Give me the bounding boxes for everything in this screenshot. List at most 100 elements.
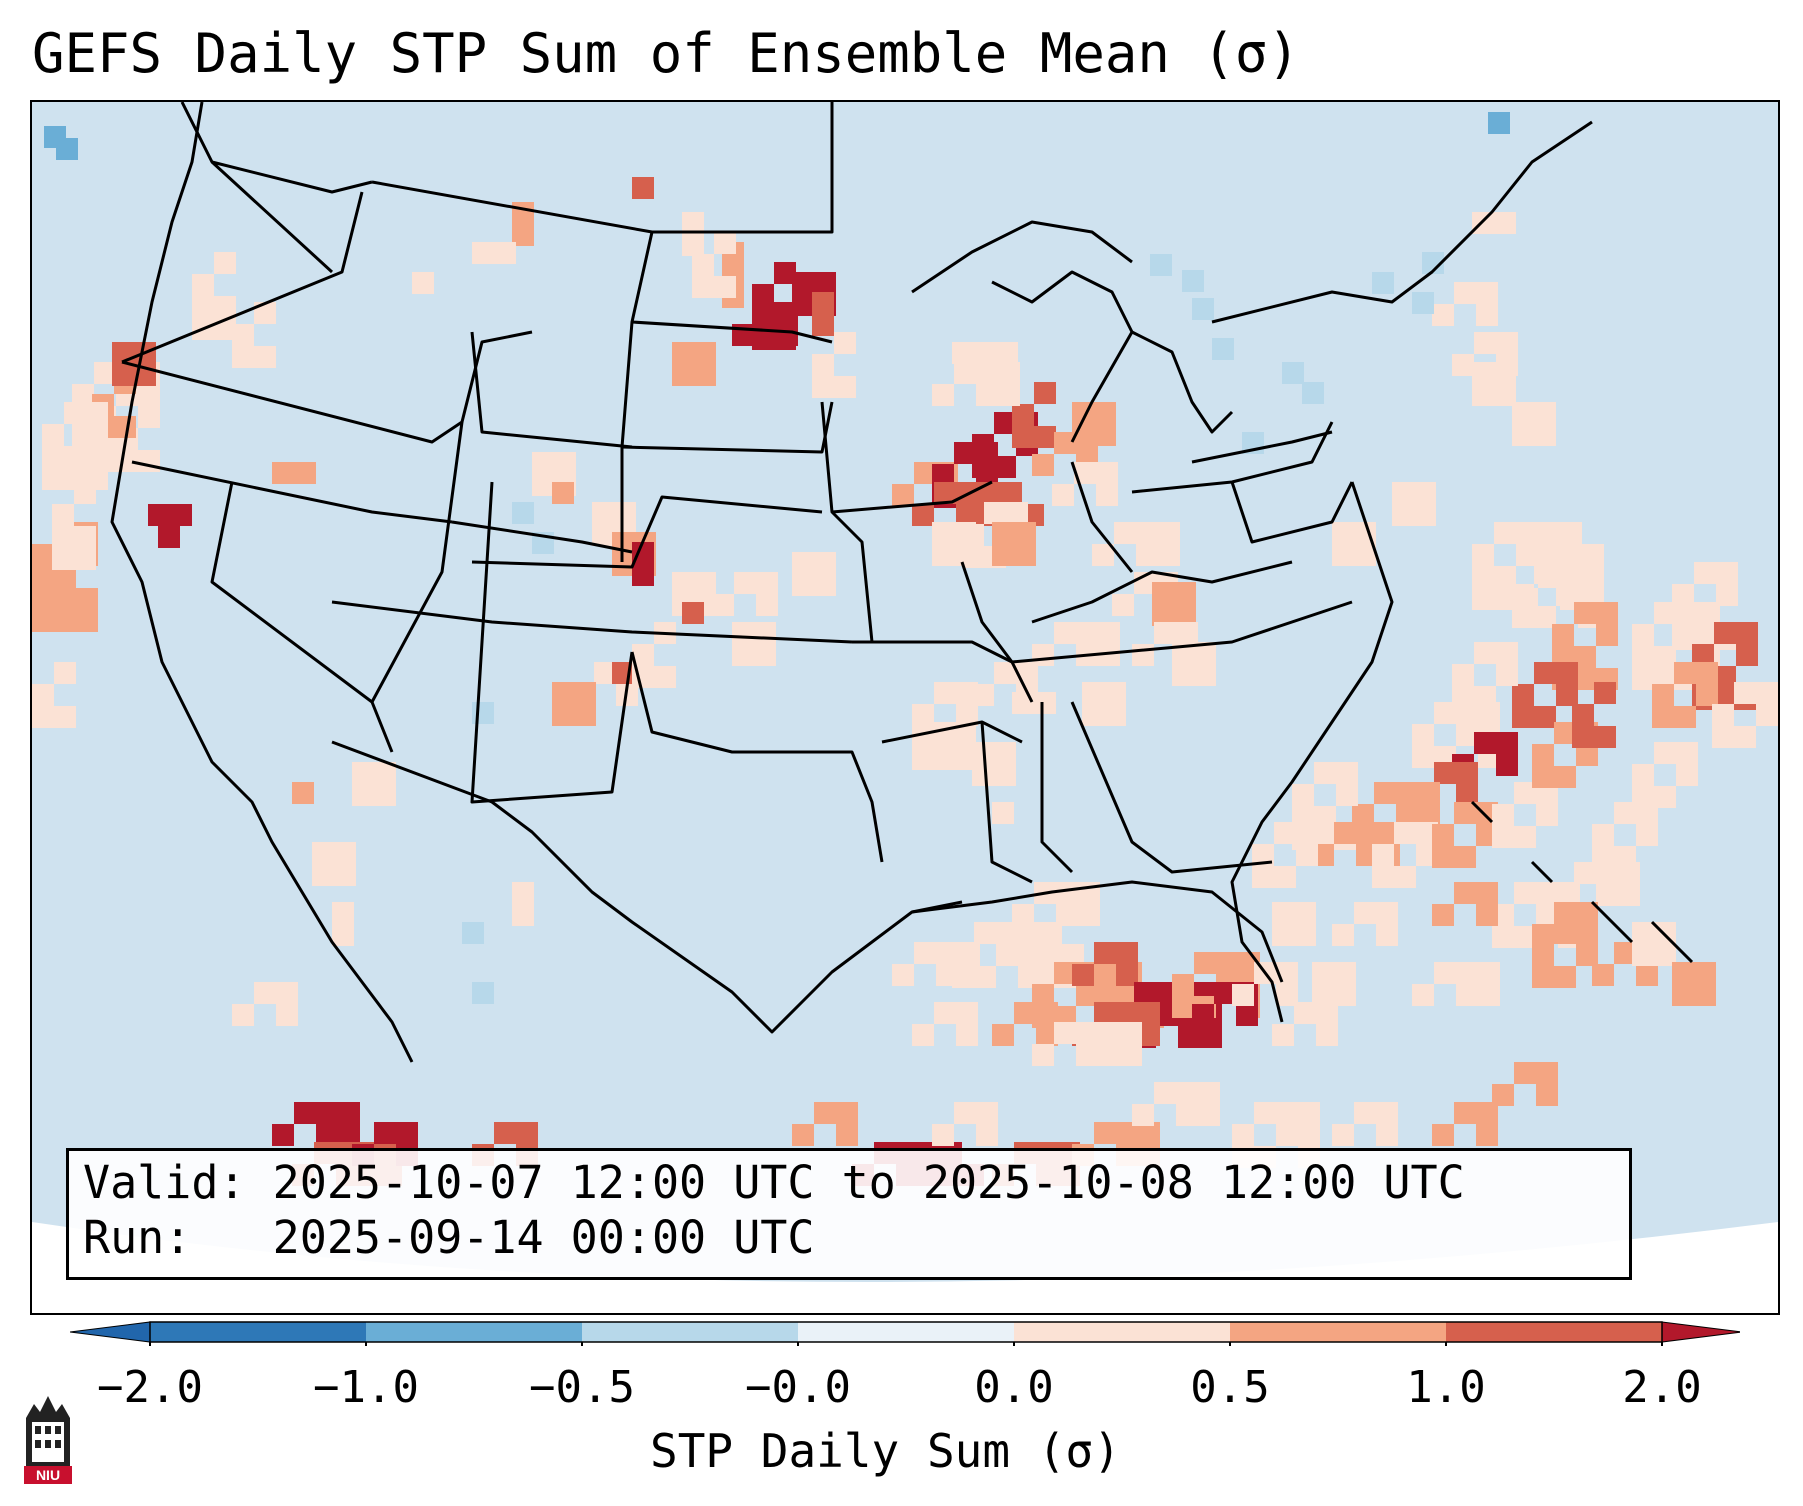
stp-cell [1112, 594, 1134, 616]
stp-cell [232, 346, 254, 368]
stp-cell [1032, 984, 1054, 1006]
stp-cell [1014, 1002, 1036, 1024]
stp-cell [1496, 664, 1518, 686]
stp-cell [1716, 584, 1738, 606]
colorbar-tick-label: 1.0 [1406, 1362, 1486, 1413]
colorbar-tick-label: 0.0 [974, 1362, 1054, 1413]
stp-cell [1454, 882, 1476, 904]
stp-cell [1514, 882, 1536, 904]
stp-cell [1138, 1122, 1160, 1144]
stp-cell-negative [1212, 338, 1234, 360]
stp-cell [1694, 562, 1716, 584]
stp-cell [1574, 602, 1596, 624]
stp-cell [1016, 662, 1038, 684]
stp-cell [1696, 662, 1718, 684]
stp-cell [1592, 824, 1614, 846]
stp-cell [254, 302, 276, 324]
stp-cell [1072, 964, 1094, 986]
stp-cell [932, 722, 954, 744]
stp-cell [912, 726, 934, 748]
stp-cell [1494, 362, 1516, 384]
stp-cell [1536, 904, 1558, 926]
stp-cell [1152, 582, 1174, 604]
stp-cell [334, 842, 356, 864]
stp-cell [54, 706, 76, 728]
stp-cell [1236, 1004, 1258, 1026]
stp-cell [1034, 382, 1056, 404]
stp-cell [712, 594, 734, 616]
stp-cell [972, 456, 994, 478]
stp-cell [976, 1124, 998, 1146]
stp-cell [1534, 562, 1556, 584]
stp-cell [1040, 922, 1062, 944]
stp-cell [814, 574, 836, 596]
stp-cell [1276, 984, 1298, 1006]
stp-cell [1476, 904, 1498, 926]
colorbar-segment [1014, 1322, 1230, 1342]
stp-cell [1332, 522, 1354, 544]
stp-cell [1632, 922, 1654, 944]
stp-cell [374, 762, 396, 784]
stp-cell [1198, 1104, 1220, 1126]
stp-cell [158, 526, 180, 548]
stp-cell [552, 482, 574, 504]
stp-cell [1632, 624, 1654, 646]
stp-cell [1536, 1084, 1558, 1106]
border-al-ga [1040, 702, 1074, 874]
stp-cell [1672, 584, 1694, 606]
stp-cell [1654, 786, 1676, 808]
stp-cell [1492, 804, 1514, 826]
stp-cell [1538, 544, 1560, 566]
stp-cell [1512, 706, 1534, 728]
stp-cell [1736, 622, 1758, 644]
stp-cell [1012, 692, 1034, 714]
stp-cell [1296, 822, 1318, 844]
stp-cell [1494, 588, 1516, 610]
stp-cell [714, 276, 736, 298]
lake-michigan [991, 270, 1134, 443]
stp-cell [984, 502, 1006, 524]
border-canada-east [1211, 120, 1593, 324]
stp-cell [1096, 462, 1118, 484]
stp-cell [1596, 884, 1618, 906]
stp-cell [1000, 482, 1022, 504]
stp-cell [1452, 664, 1474, 686]
stp-cell [1032, 1044, 1054, 1066]
state-border-layer [110, 102, 1694, 1063]
stp-cell [972, 764, 994, 786]
colorbar-label: STP Daily Sum (σ) [650, 1424, 1121, 1478]
stp-cell [792, 294, 814, 316]
niu-logo: NIU [24, 1396, 72, 1484]
stp-cell [932, 544, 954, 566]
stp-cell [1532, 924, 1554, 946]
border-mt-wy [470, 331, 633, 449]
stp-cell [114, 416, 136, 438]
stp-cell-negative [1412, 292, 1434, 314]
stp-cell [1534, 662, 1556, 684]
stp-cell [792, 574, 814, 596]
stp-cell [214, 296, 236, 318]
stp-cell [1552, 624, 1574, 646]
border-ar-north [852, 640, 1013, 664]
stp-cell [94, 450, 116, 472]
stp-cell [1138, 1024, 1160, 1046]
stp-cell [74, 548, 96, 570]
border-co-nm-ok [331, 600, 853, 644]
border-mexico-tx-gulf [331, 740, 963, 1034]
stp-cell [792, 1124, 814, 1146]
stp-cell [1572, 726, 1594, 748]
stp-cell [54, 662, 76, 684]
border-ia-mo [831, 480, 993, 514]
stp-cell [956, 504, 978, 526]
stp-cell [1474, 332, 1496, 354]
stp-cell [1172, 974, 1194, 996]
stp-cell [1094, 942, 1116, 964]
stp-cell [1158, 522, 1180, 544]
stp-cell [776, 324, 798, 346]
stp-cell [1034, 426, 1056, 448]
stp-cell [1096, 484, 1118, 506]
stp-cell [1062, 944, 1084, 966]
stp-cell [338, 1102, 360, 1124]
stp-cell [1512, 402, 1534, 424]
stp-cell [1174, 604, 1196, 626]
